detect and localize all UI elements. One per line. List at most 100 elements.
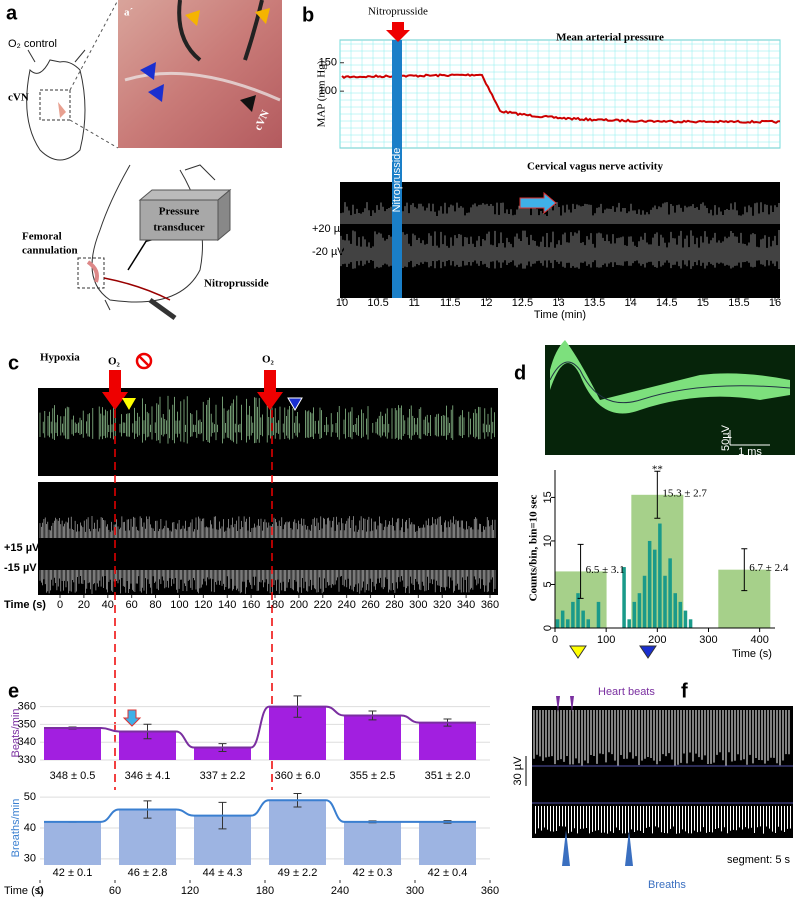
- panel-label: b: [302, 4, 314, 26]
- label: cVN: [8, 92, 29, 104]
- panel-label: e: [8, 680, 19, 702]
- value-label: 360 ± 6.0: [275, 770, 321, 782]
- panel-b: b Nitroprusside Nitroprusside Mean arter…: [302, 4, 781, 321]
- x-tick-label: 0: [552, 634, 558, 646]
- value-label: 6.5 ± 3.1: [586, 564, 625, 576]
- x-tick-label: 40: [102, 599, 114, 611]
- x-tick-label: 260: [361, 599, 379, 611]
- error-bar: [741, 548, 748, 592]
- value-label: 42 ± 0.1: [53, 867, 93, 879]
- scale-label: +20 µV: [312, 223, 348, 235]
- y-tick-label: 150: [319, 57, 337, 69]
- trend-line: [44, 705, 476, 749]
- arrow: [122, 709, 142, 727]
- bar: [44, 821, 101, 865]
- bar-label: Nitroprusside: [391, 148, 403, 213]
- significance: **: [652, 464, 663, 476]
- x-tick-label: 360: [481, 885, 499, 897]
- y-tick-label: 30: [24, 853, 36, 865]
- x-tick-label: 0: [57, 599, 63, 611]
- value-label: 346 ± 4.1: [125, 770, 171, 782]
- marker: [556, 696, 560, 712]
- bar: [44, 727, 101, 760]
- x-tick-label: 180: [256, 885, 274, 897]
- mouse-outline: [26, 49, 86, 161]
- inset-label: a´: [124, 7, 134, 19]
- nerve-panel: [340, 182, 780, 298]
- y-tick-label: 0: [542, 625, 554, 631]
- x-tick-label: 120: [194, 599, 212, 611]
- value-label: 44 ± 4.3: [203, 867, 243, 879]
- unit-trace: [39, 395, 495, 444]
- bar: [419, 821, 476, 865]
- x-tick-label: 200: [648, 634, 666, 646]
- histogram-bar: [647, 540, 652, 628]
- y-tick-label: 360: [18, 700, 36, 712]
- arrowhead: [240, 95, 256, 112]
- scale-label: 1 ms: [738, 446, 762, 458]
- marker: [569, 645, 587, 659]
- marker: [570, 696, 574, 712]
- x-tick-label: 11.5: [440, 297, 461, 309]
- x-tick-label: 0: [37, 885, 43, 897]
- histogram-bar: [642, 575, 647, 628]
- x-tick-label: 280: [385, 599, 403, 611]
- arrow: [519, 191, 557, 215]
- x-tick-label: 200: [290, 599, 308, 611]
- y-tick-label: 40: [24, 822, 36, 834]
- histogram-bar: [560, 610, 565, 628]
- label: O₂: [262, 354, 275, 366]
- histogram-bar: [586, 619, 591, 628]
- value-label: 6.7 ± 2.4: [749, 562, 789, 574]
- arrow: [386, 22, 410, 42]
- panel-label: f: [681, 680, 688, 702]
- marker: [287, 397, 303, 411]
- panel-a: a a´ cVN O₂ control cVN Femoral cannulat…: [6, 0, 282, 321]
- x-tick-label: 240: [337, 599, 355, 611]
- drug-bar: [392, 40, 402, 298]
- label: Femoral: [22, 231, 62, 243]
- histogram-bar: [637, 593, 642, 628]
- arrowhead: [148, 84, 164, 102]
- histogram-bar: [683, 610, 688, 628]
- value-label: 49 ± 2.2: [278, 867, 318, 879]
- histogram-bar: [627, 619, 631, 628]
- inset-box: [39, 89, 71, 121]
- label: Pressure: [159, 206, 200, 218]
- x-tick-label: 14.5: [656, 297, 677, 309]
- plot-title: Cervical vagus nerve activity: [527, 161, 663, 173]
- box-top: [138, 189, 232, 201]
- y-tick-label: 5: [542, 581, 554, 587]
- trace: [533, 710, 791, 834]
- x-tick-label: 400: [750, 634, 768, 646]
- histogram-bar: [688, 619, 693, 628]
- y-label: Counts/bin, bin=10 sec: [528, 494, 540, 601]
- x-tick-label: 20: [78, 599, 90, 611]
- arrowhead: [140, 62, 156, 80]
- y-tick-label: 100: [319, 85, 337, 97]
- x-tick-label: 15: [697, 297, 709, 309]
- bar: [344, 715, 401, 760]
- histogram-bar: [622, 567, 626, 628]
- x-tick-label: 100: [597, 634, 615, 646]
- y-tick-label: 15: [542, 491, 554, 503]
- x-label: Time (s): [4, 599, 46, 611]
- x-tick-label: 100: [170, 599, 188, 611]
- x-tick-label: 340: [457, 599, 475, 611]
- x-tick-label: 10.5: [367, 297, 388, 309]
- scale-label: -15 µV: [4, 562, 37, 574]
- x-tick-label: 120: [181, 885, 199, 897]
- histogram-bar: [658, 523, 662, 628]
- panel-label: c: [8, 352, 19, 374]
- value-label: 351 ± 2.0: [425, 770, 471, 782]
- y-tick-label: 50: [24, 791, 36, 803]
- value-label: 337 ± 2.2: [200, 770, 246, 782]
- panel-e: e Beats/min Breaths/min Time (s) 330 340 3…: [4, 680, 499, 897]
- histogram-bar: [581, 610, 585, 628]
- histogram-bar: [576, 593, 580, 628]
- x-label: Time (min): [534, 309, 586, 321]
- trend-line: [43, 799, 476, 823]
- x-tick-label: 13: [552, 297, 564, 309]
- marker: [625, 830, 633, 866]
- x-tick-label: 14: [625, 297, 637, 309]
